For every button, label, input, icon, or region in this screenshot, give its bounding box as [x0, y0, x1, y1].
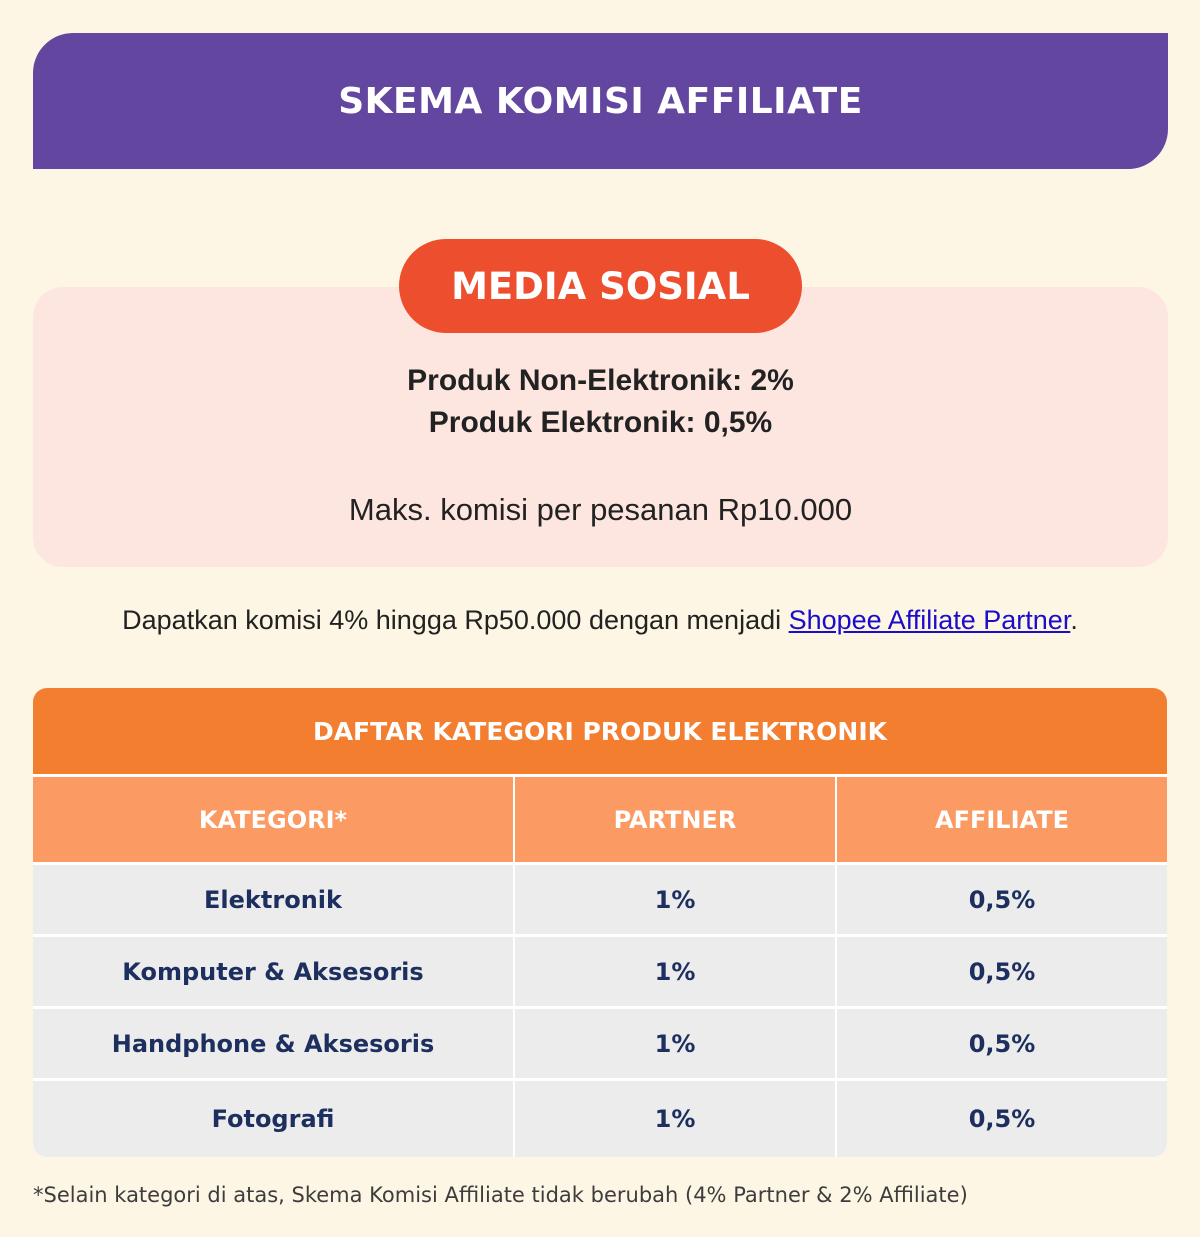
media-sosial-badge: MEDIA SOSIAL — [399, 239, 802, 333]
rate-elektronik: Produk Elektronik: 0,5% — [428, 406, 773, 439]
table-row: Fotografi 1% 0,5% — [33, 1081, 1167, 1157]
cell-partner: 1% — [515, 865, 835, 934]
table-row: Elektronik 1% 0,5% — [33, 865, 1167, 934]
promo-body: Dapatkan komisi 4% hingga Rp50.000 denga… — [122, 605, 789, 635]
table-row: Komputer & Aksesoris 1% 0,5% — [33, 937, 1167, 1006]
max-commission-text: Maks. komisi per pesanan Rp10.000 — [348, 492, 853, 527]
header-kategori: KATEGORI* — [33, 777, 513, 862]
promo-suffix: . — [1070, 605, 1078, 635]
promo-text: Dapatkan komisi 4% hingga Rp50.000 denga… — [0, 605, 1200, 636]
table-header-row: KATEGORI* PARTNER AFFILIATE — [33, 777, 1167, 862]
cell-partner: 1% — [515, 1009, 835, 1078]
table-row: Handphone & Aksesoris 1% 0,5% — [33, 1009, 1167, 1078]
cell-kategori: Handphone & Aksesoris — [33, 1009, 513, 1078]
cell-partner: 1% — [515, 1081, 835, 1157]
cell-kategori: Fotografi — [33, 1081, 513, 1157]
header-partner: PARTNER — [515, 777, 835, 862]
footnote: *Selain kategori di atas, Skema Komisi A… — [33, 1183, 968, 1207]
cell-affiliate: 0,5% — [837, 937, 1167, 1006]
media-sosial-label: MEDIA SOSIAL — [451, 264, 750, 308]
header-affiliate: AFFILIATE — [837, 777, 1167, 862]
cell-partner: 1% — [515, 937, 835, 1006]
table-title: DAFTAR KATEGORI PRODUK ELEKTRONIK — [33, 688, 1167, 774]
cell-kategori: Elektronik — [33, 865, 513, 934]
cell-affiliate: 0,5% — [837, 1081, 1167, 1157]
title-banner: SKEMA KOMISI AFFILIATE — [33, 33, 1168, 169]
cell-affiliate: 0,5% — [837, 1009, 1167, 1078]
page-title: SKEMA KOMISI AFFILIATE — [338, 80, 863, 122]
rate-non-elektronik: Produk Non-Elektronik: 2% — [407, 364, 794, 397]
cell-affiliate: 0,5% — [837, 865, 1167, 934]
media-sosial-panel — [33, 287, 1168, 567]
cell-kategori: Komputer & Aksesoris — [33, 937, 513, 1006]
affiliate-partner-link[interactable]: Shopee Affiliate Partner — [788, 605, 1071, 635]
rate-lines: Produk Non-Elektronik: 2% Produk Elektro… — [33, 360, 1168, 444]
electronic-category-table: DAFTAR KATEGORI PRODUK ELEKTRONIK KATEGO… — [33, 688, 1167, 1157]
